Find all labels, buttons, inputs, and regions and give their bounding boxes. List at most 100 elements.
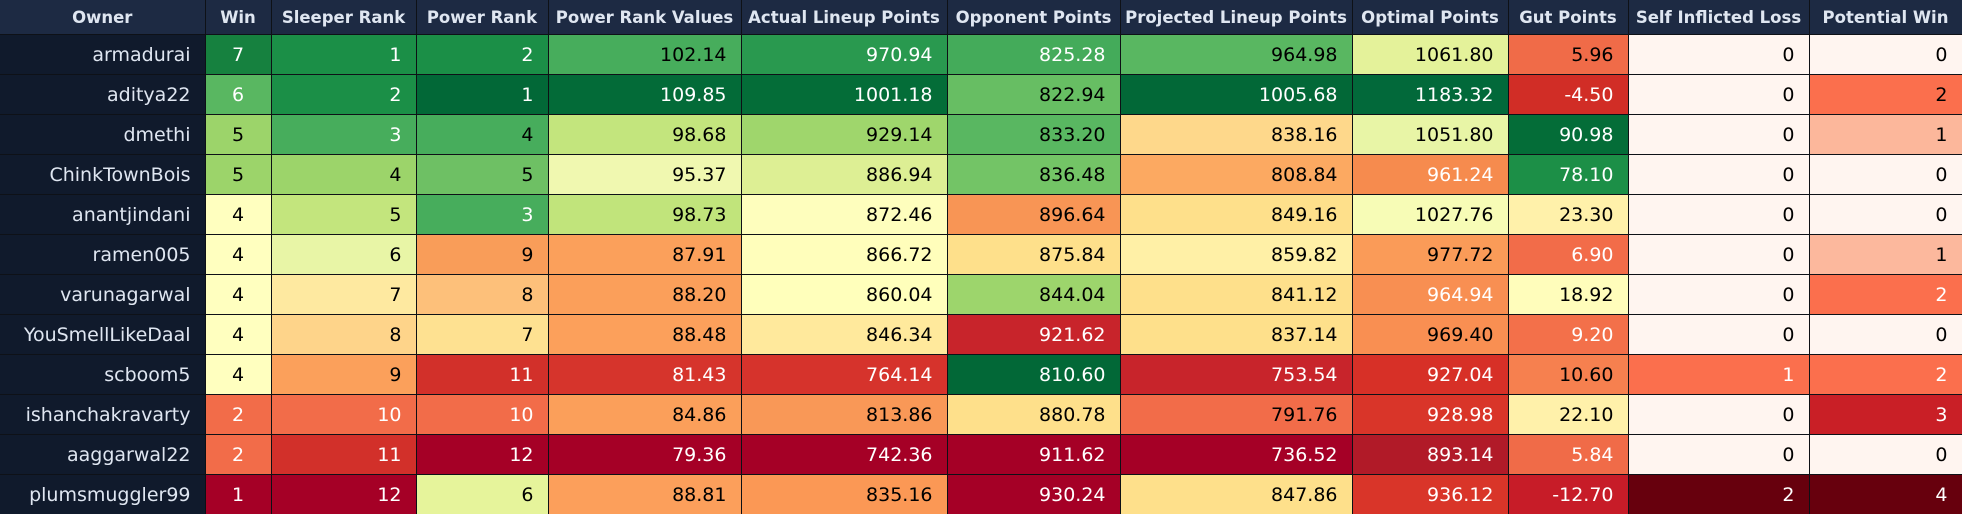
cell-prv: 98.68	[548, 114, 742, 155]
cell-alp: 1001.18	[741, 74, 948, 115]
cell-power: 8	[416, 274, 549, 315]
cell-opt: 1183.32	[1352, 74, 1509, 115]
cell-opp: 810.60	[947, 354, 1121, 395]
table-row: ramen005 4 6 9 87.91 866.72 875.84 859.82 977.72…	[0, 234, 1962, 275]
cell-plp: 859.82	[1120, 234, 1353, 275]
cell-owner: dmethi	[0, 114, 206, 155]
cell-plp: 964.98	[1120, 34, 1353, 75]
cell-power: 10	[416, 394, 549, 435]
cell-pw: 2	[1809, 354, 1962, 395]
cell-opp: 875.84	[947, 234, 1121, 275]
cell-sil: 0	[1628, 74, 1810, 115]
column-header-opt[interactable]: Optimal Points	[1352, 0, 1509, 35]
cell-power: 1	[416, 74, 549, 115]
cell-sleeper: 5	[271, 194, 417, 235]
cell-opp: 921.62	[947, 314, 1121, 355]
cell-prv: 81.43	[548, 354, 742, 395]
cell-prv: 79.36	[548, 434, 742, 475]
table-row: dmethi 5 3 4 98.68 929.14 833.20 838.16 1051.80 9…	[0, 114, 1962, 155]
column-header-prv[interactable]: Power Rank Values	[548, 0, 742, 35]
cell-sleeper: 10	[271, 394, 417, 435]
cell-owner: plumsmuggler99	[0, 474, 206, 514]
cell-opp: 911.62	[947, 434, 1121, 475]
column-header-alp[interactable]: Actual Lineup Points	[741, 0, 948, 35]
cell-owner: anantjindani	[0, 194, 206, 235]
cell-alp: 872.46	[741, 194, 948, 235]
cell-power: 6	[416, 474, 549, 514]
cell-prv: 88.20	[548, 274, 742, 315]
cell-sleeper: 12	[271, 474, 417, 514]
column-header-opp[interactable]: Opponent Points	[947, 0, 1121, 35]
cell-pw: 3	[1809, 394, 1962, 435]
cell-sil: 0	[1628, 194, 1810, 235]
cell-owner: armadurai	[0, 34, 206, 75]
cell-owner: ishanchakravarty	[0, 394, 206, 435]
cell-gut: 90.98	[1508, 114, 1629, 155]
cell-owner: YouSmellLikeDaal	[0, 314, 206, 355]
cell-power: 11	[416, 354, 549, 395]
cell-sleeper: 7	[271, 274, 417, 315]
column-header-power[interactable]: Power Rank	[416, 0, 549, 35]
column-header-pw[interactable]: Potential Win	[1809, 0, 1962, 35]
cell-sleeper: 1	[271, 34, 417, 75]
column-header-sleeper[interactable]: Sleeper Rank	[271, 0, 417, 35]
cell-pw: 1	[1809, 234, 1962, 275]
column-header-owner[interactable]: Owner	[0, 0, 206, 35]
cell-alp: 846.34	[741, 314, 948, 355]
cell-gut: 23.30	[1508, 194, 1629, 235]
cell-pw: 0	[1809, 154, 1962, 195]
cell-power: 2	[416, 34, 549, 75]
cell-owner: ChinkTownBois	[0, 154, 206, 195]
cell-gut: -4.50	[1508, 74, 1629, 115]
cell-pw: 0	[1809, 434, 1962, 475]
cell-sil: 2	[1628, 474, 1810, 514]
cell-win: 2	[205, 394, 272, 435]
column-header-plp[interactable]: Projected Lineup Points	[1120, 0, 1353, 35]
cell-win: 2	[205, 434, 272, 475]
cell-sil: 0	[1628, 274, 1810, 315]
cell-win: 4	[205, 194, 272, 235]
cell-alp: 764.14	[741, 354, 948, 395]
cell-sleeper: 4	[271, 154, 417, 195]
column-header-gut[interactable]: Gut Points	[1508, 0, 1629, 35]
cell-owner: aditya22	[0, 74, 206, 115]
cell-plp: 849.16	[1120, 194, 1353, 235]
cell-pw: 2	[1809, 274, 1962, 315]
cell-pw: 1	[1809, 114, 1962, 155]
cell-alp: 742.36	[741, 434, 948, 475]
cell-opt: 928.98	[1352, 394, 1509, 435]
cell-alp: 866.72	[741, 234, 948, 275]
cell-sil: 0	[1628, 34, 1810, 75]
cell-gut: 22.10	[1508, 394, 1629, 435]
cell-alp: 835.16	[741, 474, 948, 514]
cell-pw: 0	[1809, 194, 1962, 235]
cell-pw: 0	[1809, 34, 1962, 75]
cell-gut: 10.60	[1508, 354, 1629, 395]
cell-prv: 102.14	[548, 34, 742, 75]
table-header-row: Owner Win Sleeper Rank Power Rank Power Rank…	[0, 0, 1962, 35]
cell-pw: 4	[1809, 474, 1962, 514]
table-row: scboom5 4 9 11 81.43 764.14 810.60 753.54 927.04…	[0, 354, 1962, 395]
cell-win: 6	[205, 74, 272, 115]
cell-owner: varunagarwal	[0, 274, 206, 315]
cell-opp: 896.64	[947, 194, 1121, 235]
cell-opp: 833.20	[947, 114, 1121, 155]
cell-gut: 6.90	[1508, 234, 1629, 275]
cell-opt: 936.12	[1352, 474, 1509, 514]
cell-plp: 1005.68	[1120, 74, 1353, 115]
cell-plp: 736.52	[1120, 434, 1353, 475]
table-row: ishanchakravarty 2 10 10 84.86 813.86 880.78 79…	[0, 394, 1962, 435]
cell-opt: 893.14	[1352, 434, 1509, 475]
cell-alp: 970.94	[741, 34, 948, 75]
column-header-win[interactable]: Win	[205, 0, 272, 35]
cell-gut: -12.70	[1508, 474, 1629, 514]
column-header-sil[interactable]: Self Inflicted Loss	[1628, 0, 1810, 35]
cell-sleeper: 11	[271, 434, 417, 475]
table-row: aditya22 6 2 1 109.85 1001.18 822.94 1005.68 118…	[0, 74, 1962, 115]
cell-alp: 929.14	[741, 114, 948, 155]
cell-sil: 0	[1628, 434, 1810, 475]
cell-opt: 964.94	[1352, 274, 1509, 315]
cell-sleeper: 8	[271, 314, 417, 355]
